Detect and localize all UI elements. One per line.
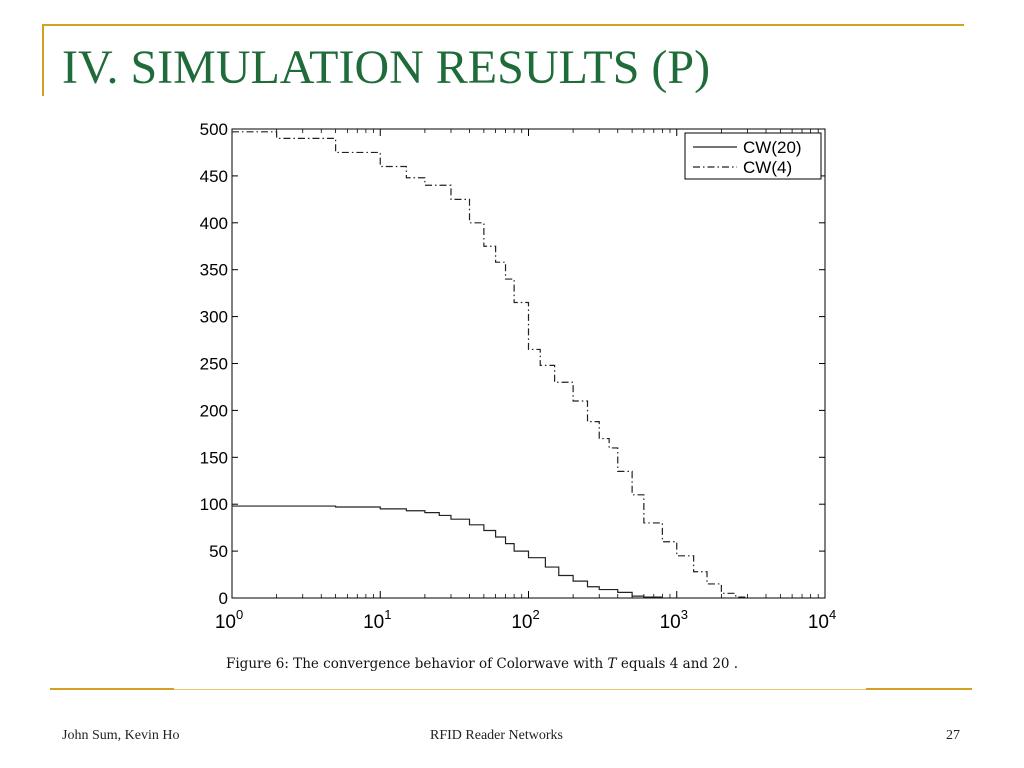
footer-divider-left — [50, 688, 174, 690]
caption-variable: T — [607, 656, 617, 672]
y-tick-label: 500 — [200, 120, 228, 139]
legend-label: CW(4) — [743, 158, 792, 177]
y-tick-label: 100 — [200, 495, 228, 514]
legend-label: CW(20) — [743, 138, 802, 157]
y-tick-label: 300 — [200, 308, 228, 327]
footer-authors: John Sum, Kevin Ho — [62, 728, 180, 743]
series-line-cw-20 — [232, 505, 663, 598]
plot-area — [231, 128, 826, 599]
legend-box — [684, 132, 822, 180]
x-tick-label: 103 — [660, 607, 688, 633]
figure-caption: Figure 6: The convergence behavior of Co… — [226, 656, 738, 672]
footer-divider-right — [866, 688, 972, 690]
y-tick-label: 150 — [200, 448, 228, 467]
y-tick-label: 250 — [200, 355, 228, 374]
caption-prefix: Figure 6: The convergence behavior of Co… — [226, 656, 608, 672]
footer-page-number: 27 — [946, 728, 960, 743]
x-tick-label: 104 — [808, 607, 836, 633]
slide-title: IV. SIMULATION RESULTS (P) — [62, 41, 711, 94]
y-tick-label: 50 — [209, 542, 228, 561]
footer-divider-middle — [174, 689, 866, 690]
x-tick-label: 101 — [363, 607, 391, 633]
y-tick-label: 400 — [200, 214, 228, 233]
y-tick-label: 450 — [200, 167, 228, 186]
title-accent-vertical-line — [42, 24, 44, 96]
footer-presentation-title: RFID Reader Networks — [430, 728, 563, 743]
x-tick-label: 102 — [511, 607, 539, 633]
y-tick-label: 350 — [200, 261, 228, 280]
title-accent-top-line — [42, 24, 964, 26]
y-tick-label: 0 — [219, 589, 228, 608]
caption-suffix: equals 4 and 20 . — [616, 656, 739, 672]
x-tick-label: 100 — [215, 607, 243, 633]
convergence-chart: 0 50 100 150 200 250 300 350 400 450 500 100 101 102 1… — [200, 120, 837, 633]
y-tick-label: 200 — [200, 401, 228, 420]
